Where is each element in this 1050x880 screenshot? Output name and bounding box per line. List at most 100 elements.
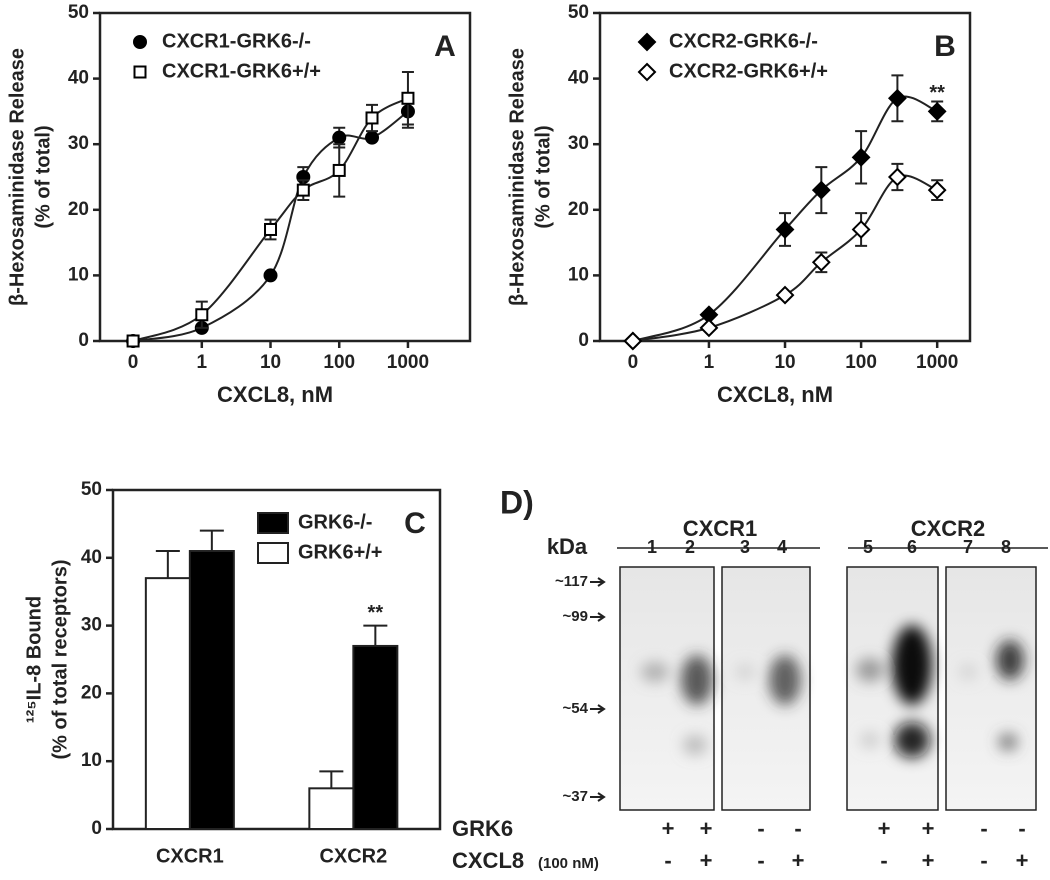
y-tick-label: 30 <box>68 133 89 154</box>
marker <box>887 88 907 108</box>
y-tick-label: 0 <box>78 330 89 351</box>
sign: + <box>1016 848 1029 873</box>
y-axis-label: β-Hexosaminidase Release <box>6 48 28 306</box>
row-note: (100 nM) <box>538 855 599 872</box>
legend-marker <box>637 32 657 52</box>
mw-marker: ~117 <box>555 573 588 590</box>
marker <box>775 220 795 239</box>
x-tick-label: 100 <box>845 352 877 373</box>
sign: - <box>757 848 764 873</box>
error-bar <box>155 550 180 579</box>
marker <box>811 252 831 272</box>
sign: - <box>880 848 887 873</box>
y-tick-label: 40 <box>68 68 89 89</box>
bands <box>641 625 1024 758</box>
lane-number: 8 <box>1001 537 1011 557</box>
panel-label: B <box>934 30 956 63</box>
sign: + <box>700 816 713 841</box>
marker <box>365 111 379 125</box>
legend-label: GRK6-/- <box>298 511 372 533</box>
lane-number: 5 <box>863 537 873 557</box>
panel-label: D) <box>500 484 534 520</box>
sign: + <box>922 816 935 841</box>
panel-label: A <box>434 30 456 63</box>
bar <box>188 550 235 831</box>
sign: + <box>700 848 713 873</box>
x-tick-label: 0 <box>128 352 139 373</box>
y-axis-label: (% of total) <box>32 125 54 228</box>
lane-number: 4 <box>777 537 787 557</box>
marker <box>775 285 795 305</box>
x-axis-label: CXCL8, nM <box>217 382 333 407</box>
marker <box>264 222 278 236</box>
y-tick-label: 30 <box>568 133 589 154</box>
legend-marker <box>133 65 147 79</box>
mw-marker: ~54 <box>563 700 589 717</box>
fit-line <box>632 174 938 342</box>
legend-label: GRK6+/+ <box>298 541 382 563</box>
marker <box>332 163 346 177</box>
y-axis-label: ¹²⁵IL-8 Bound <box>23 596 45 723</box>
mw-arrow <box>590 612 606 622</box>
x-tick-label: 10 <box>260 352 281 373</box>
legend-label: CXCR1-GRK6+/+ <box>162 60 321 82</box>
mw-marker: ~99 <box>563 608 588 625</box>
mw-arrow <box>590 704 606 714</box>
y-tick-label: 10 <box>81 750 102 771</box>
y-tick-label: 0 <box>578 330 589 351</box>
gel-box <box>945 566 1037 811</box>
bar <box>352 644 399 830</box>
lane-number: 7 <box>963 537 973 557</box>
error-bar <box>199 529 224 552</box>
marker <box>263 268 278 283</box>
x-tick-label: 1000 <box>916 352 958 373</box>
legend-marker <box>133 35 147 49</box>
marker <box>927 180 947 200</box>
mw-arrow <box>590 577 606 587</box>
sign: - <box>757 816 764 841</box>
annotation: ** <box>368 602 384 624</box>
marker <box>332 130 347 145</box>
lane-number: 3 <box>740 537 750 557</box>
sign: + <box>662 816 675 841</box>
sign: - <box>980 816 987 841</box>
y-tick-label: 20 <box>568 199 589 220</box>
marker <box>851 147 871 167</box>
x-tick-label: CXCR1 <box>156 845 224 867</box>
marker <box>623 331 643 351</box>
y-tick-label: 10 <box>568 264 589 285</box>
y-axis-label: β-Hexosaminidase Release <box>506 48 528 306</box>
sign: + <box>878 816 891 841</box>
plot-frame <box>111 488 442 831</box>
group-label: CXCR2 <box>911 516 986 541</box>
lane-number: 2 <box>685 537 695 557</box>
y-tick-label: 30 <box>81 615 102 636</box>
group-label: CXCR1 <box>683 516 758 541</box>
y-tick-label: 40 <box>568 68 589 89</box>
plot-frame <box>98 11 472 343</box>
y-tick-label: 10 <box>68 264 89 285</box>
sign: + <box>792 848 805 873</box>
marker <box>887 167 907 187</box>
legend-label: CXCR2-GRK6-/- <box>669 30 818 52</box>
marker <box>296 183 310 197</box>
marker <box>365 130 380 145</box>
y-axis-label: (% of total receptors) <box>49 559 71 759</box>
row-label: CXCL8 <box>452 848 524 873</box>
error-bar <box>319 770 344 789</box>
lane-number: 6 <box>907 537 917 557</box>
x-axis-label: CXCL8, nM <box>717 382 833 407</box>
y-tick-label: 40 <box>81 547 102 568</box>
x-tick-label: 1 <box>704 352 715 373</box>
x-tick-label: 10 <box>774 352 795 373</box>
mw-arrow <box>590 792 606 802</box>
legend-label: CXCR2-GRK6+/+ <box>669 60 828 82</box>
y-tick-label: 50 <box>68 2 89 23</box>
x-tick-label: 1000 <box>387 352 429 373</box>
legend-swatch <box>257 542 289 564</box>
marker <box>699 318 719 338</box>
row-label: GRK6 <box>452 816 513 841</box>
y-tick-label: 20 <box>81 682 102 703</box>
marker <box>927 101 947 121</box>
